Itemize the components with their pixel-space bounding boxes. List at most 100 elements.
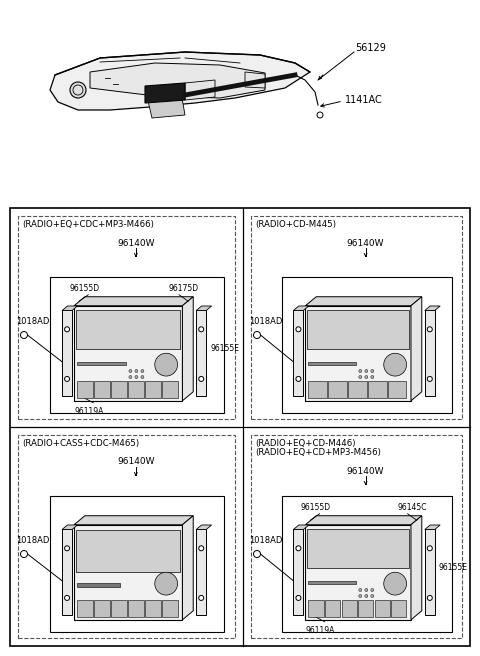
Polygon shape — [196, 525, 212, 529]
Polygon shape — [293, 306, 309, 310]
Text: 96155E: 96155E — [439, 564, 468, 573]
Circle shape — [141, 369, 144, 373]
Bar — [111, 380, 127, 398]
Polygon shape — [411, 297, 422, 401]
Circle shape — [359, 375, 362, 379]
Polygon shape — [305, 297, 422, 306]
Circle shape — [253, 331, 261, 338]
Circle shape — [384, 572, 407, 595]
Polygon shape — [196, 306, 212, 310]
Polygon shape — [145, 83, 185, 103]
Polygon shape — [293, 529, 303, 615]
Text: 96140W: 96140W — [347, 239, 384, 247]
Bar — [342, 600, 357, 617]
Bar — [128, 380, 144, 398]
Text: 96175D: 96175D — [168, 284, 198, 293]
Bar — [18, 216, 235, 419]
Text: 1141AC: 1141AC — [345, 95, 383, 105]
Bar — [309, 361, 356, 365]
Bar — [128, 600, 144, 617]
Circle shape — [199, 546, 204, 551]
Bar — [368, 380, 386, 398]
Circle shape — [296, 546, 301, 551]
Polygon shape — [62, 310, 72, 396]
Circle shape — [365, 375, 368, 379]
Polygon shape — [182, 297, 193, 401]
Circle shape — [296, 327, 301, 332]
Text: (RADIO+EQ+CD-M446): (RADIO+EQ+CD-M446) — [255, 439, 356, 448]
Text: 96155D: 96155D — [300, 502, 331, 512]
Text: 96140W: 96140W — [117, 239, 155, 247]
Circle shape — [296, 377, 301, 381]
Circle shape — [365, 594, 368, 598]
Bar — [49, 277, 224, 413]
Polygon shape — [245, 72, 265, 88]
Bar — [309, 600, 324, 617]
Bar — [375, 600, 390, 617]
Polygon shape — [293, 525, 309, 529]
Circle shape — [65, 377, 70, 381]
Text: 96145C: 96145C — [397, 502, 427, 512]
Circle shape — [359, 594, 362, 598]
Circle shape — [365, 588, 368, 592]
Bar — [94, 380, 110, 398]
Circle shape — [65, 596, 70, 600]
Bar — [18, 435, 235, 638]
Circle shape — [129, 369, 132, 373]
Polygon shape — [74, 297, 193, 306]
Polygon shape — [305, 516, 422, 525]
Polygon shape — [305, 306, 411, 401]
Circle shape — [65, 546, 70, 551]
Circle shape — [155, 572, 178, 595]
Polygon shape — [411, 516, 422, 620]
Bar — [307, 310, 409, 348]
Circle shape — [371, 588, 374, 592]
Circle shape — [65, 327, 70, 332]
Bar — [77, 600, 93, 617]
Polygon shape — [62, 306, 77, 310]
Circle shape — [135, 369, 138, 373]
Polygon shape — [425, 306, 440, 310]
Polygon shape — [62, 525, 77, 529]
Bar — [251, 216, 462, 419]
Circle shape — [384, 354, 407, 376]
Circle shape — [427, 377, 432, 381]
Circle shape — [359, 588, 362, 592]
Polygon shape — [74, 516, 193, 525]
Text: 96155D: 96155D — [69, 284, 99, 293]
Bar — [282, 496, 452, 632]
Circle shape — [199, 377, 204, 381]
Bar — [391, 600, 407, 617]
Bar — [348, 380, 367, 398]
Circle shape — [129, 375, 132, 379]
Polygon shape — [305, 525, 411, 620]
Circle shape — [371, 375, 374, 379]
Circle shape — [70, 82, 86, 98]
Text: 1018AD: 1018AD — [249, 316, 282, 325]
Circle shape — [141, 375, 144, 379]
Polygon shape — [425, 529, 435, 615]
Bar — [328, 380, 347, 398]
Circle shape — [317, 112, 323, 118]
Text: (RADIO+CD-M445): (RADIO+CD-M445) — [255, 220, 336, 229]
Polygon shape — [185, 80, 215, 100]
Polygon shape — [425, 310, 435, 396]
Circle shape — [371, 369, 374, 373]
Bar — [49, 496, 224, 632]
Circle shape — [199, 327, 204, 332]
Bar — [358, 600, 373, 617]
Bar — [145, 380, 161, 398]
Polygon shape — [90, 63, 265, 98]
Circle shape — [199, 596, 204, 600]
Polygon shape — [425, 525, 440, 529]
Bar — [388, 380, 407, 398]
Text: 96119A: 96119A — [74, 407, 104, 416]
Bar — [309, 581, 356, 584]
Bar — [111, 600, 127, 617]
Text: 96155E: 96155E — [210, 344, 239, 354]
Text: 1018AD: 1018AD — [16, 535, 49, 544]
Polygon shape — [74, 306, 182, 401]
Bar — [76, 531, 180, 572]
Polygon shape — [196, 310, 206, 396]
Circle shape — [427, 596, 432, 600]
